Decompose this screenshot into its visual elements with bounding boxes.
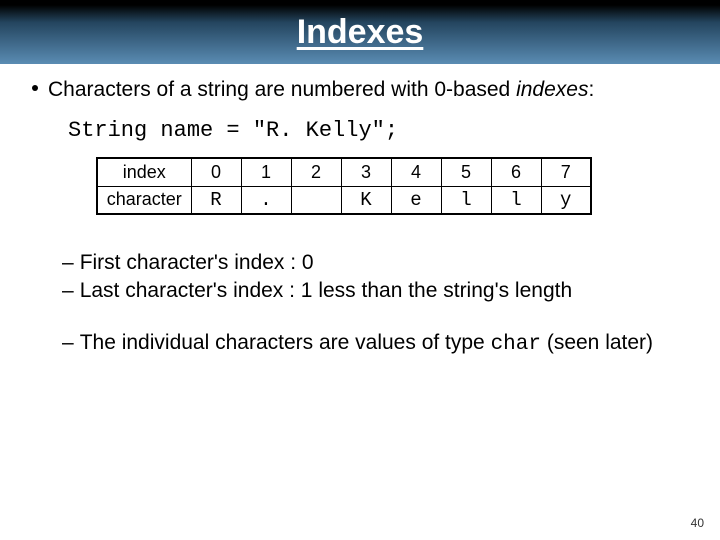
table-row: character R . K e l l y xyxy=(97,186,591,214)
dash-icon: – xyxy=(62,279,74,302)
bullet-text-italic: indexes xyxy=(516,78,588,101)
index-table: index 0 1 2 3 4 5 6 7 character R . K e … xyxy=(96,157,592,215)
sub-bullet-code: char xyxy=(491,333,541,356)
sub-bullet-group-2: –The individual characters are values of… xyxy=(62,331,696,356)
table-cell: 5 xyxy=(441,158,491,186)
bullet-dot-icon xyxy=(32,85,38,91)
slide-title: Indexes xyxy=(297,13,424,52)
sub-bullet-first-char: –First character's index : 0 xyxy=(62,251,696,275)
sub-bullet-text: Last character's index : 1 less than the… xyxy=(80,279,572,302)
sub-bullet-text-suffix: (seen later) xyxy=(541,331,653,354)
slide-header: Indexes xyxy=(0,0,720,64)
code-line: String name = "R. Kelly"; xyxy=(68,118,696,143)
table-cell: 2 xyxy=(291,158,341,186)
sub-bullet-last-char: –Last character's index : 1 less than th… xyxy=(62,279,696,303)
page-number: 40 xyxy=(691,516,704,530)
dash-icon: – xyxy=(62,251,74,274)
table-cell: 4 xyxy=(391,158,441,186)
bullet-text-suffix: : xyxy=(588,78,594,101)
table-cell: 6 xyxy=(491,158,541,186)
table-cell: y xyxy=(541,186,591,214)
table-cell: . xyxy=(241,186,291,214)
sub-bullet-text: First character's index : 0 xyxy=(80,251,314,274)
table-cell: 0 xyxy=(191,158,241,186)
row-label-index: index xyxy=(97,158,191,186)
table-cell: l xyxy=(441,186,491,214)
sub-bullet-char-type: –The individual characters are values of… xyxy=(62,331,696,356)
dash-icon: – xyxy=(62,331,74,354)
table-cell: 1 xyxy=(241,158,291,186)
table-cell: R xyxy=(191,186,241,214)
main-bullet: Characters of a string are numbered with… xyxy=(24,78,696,102)
table-cell: e xyxy=(391,186,441,214)
table-cell: l xyxy=(491,186,541,214)
bullet-text-prefix: Characters of a string are numbered with… xyxy=(48,78,516,101)
slide-content: Characters of a string are numbered with… xyxy=(0,64,720,356)
table-cell: 7 xyxy=(541,158,591,186)
table-cell xyxy=(291,186,341,214)
table-cell: K xyxy=(341,186,391,214)
sub-bullet-group-1: –First character's index : 0 –Last chara… xyxy=(62,251,696,303)
row-label-character: character xyxy=(97,186,191,214)
table-row: index 0 1 2 3 4 5 6 7 xyxy=(97,158,591,186)
sub-bullet-text-prefix: The individual characters are values of … xyxy=(80,331,491,354)
table-cell: 3 xyxy=(341,158,391,186)
